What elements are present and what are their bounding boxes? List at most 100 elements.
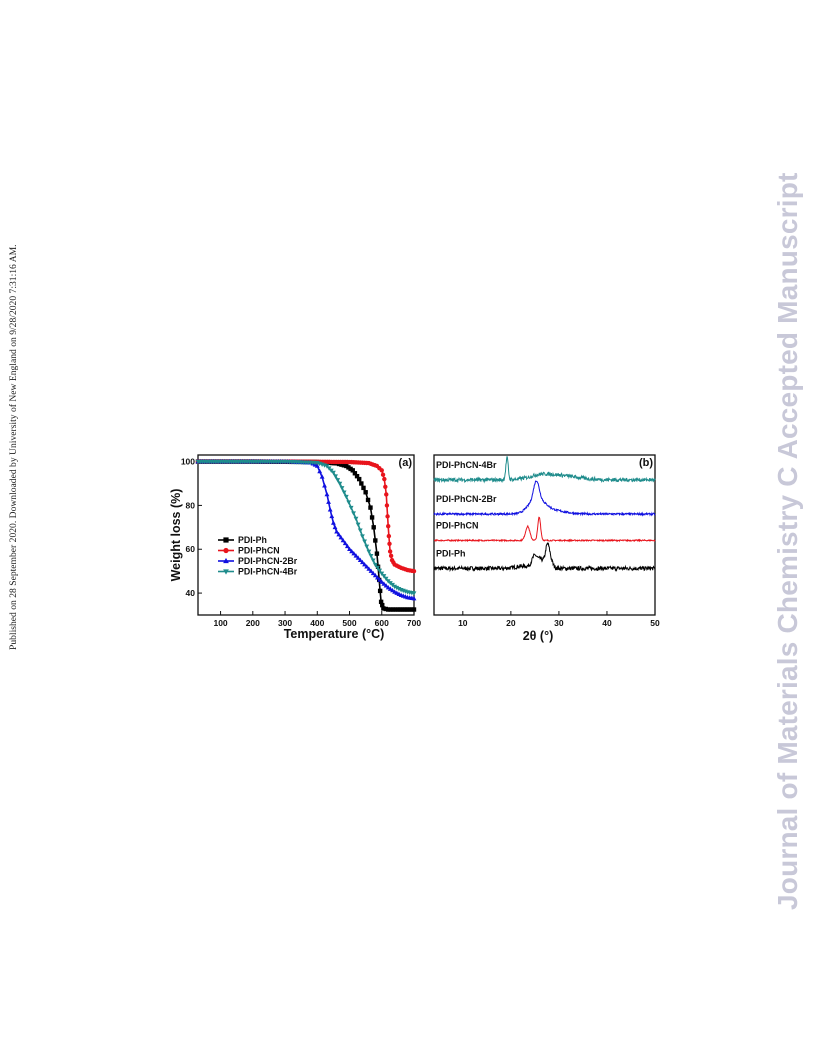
data-point — [377, 588, 383, 594]
data-point — [334, 529, 340, 534]
data-point — [370, 570, 376, 576]
data-point — [400, 607, 405, 612]
panel-a-xlabel: Temperature (°C) — [284, 627, 385, 641]
data-point — [362, 561, 367, 567]
x-tick-label: 30 — [554, 618, 564, 628]
data-point — [339, 486, 345, 491]
x-tick-label: 40 — [602, 618, 612, 628]
data-point — [366, 566, 372, 571]
data-point — [383, 583, 389, 588]
data-point — [372, 572, 378, 578]
data-point — [351, 550, 357, 556]
series-PDI-PhCN — [195, 459, 417, 574]
x-tick-label: 100 — [213, 618, 227, 628]
data-point — [368, 505, 373, 510]
data-point — [364, 544, 370, 549]
data-point — [411, 568, 417, 574]
data-point — [368, 554, 374, 559]
data-point — [411, 591, 417, 596]
data-point — [381, 606, 386, 611]
legend-marker — [223, 569, 229, 575]
data-point — [404, 607, 410, 612]
series-line — [198, 460, 414, 611]
panel-a-ylabel: Weight loss (%) — [169, 489, 183, 582]
data-point — [383, 606, 388, 612]
data-point — [386, 607, 391, 612]
data-point — [324, 491, 330, 497]
series-label: PDI-PhCN-2Br — [436, 494, 497, 504]
data-point — [397, 607, 403, 612]
data-point — [333, 474, 338, 479]
data-point — [357, 557, 363, 562]
data-point — [402, 607, 407, 612]
data-point — [359, 534, 365, 539]
data-point — [355, 555, 361, 560]
data-point — [395, 607, 401, 612]
x-tick-label: 300 — [278, 618, 292, 628]
data-point — [344, 543, 350, 549]
data-point — [379, 579, 385, 584]
data-point — [381, 581, 387, 586]
legend-label: PDI-PhCN — [238, 546, 280, 556]
data-point — [390, 607, 396, 612]
x-tick-label: 50 — [650, 618, 660, 628]
legend-marker — [223, 537, 229, 543]
legend-label: PDI-PhCN-2Br — [238, 556, 298, 566]
panel-b-xlabel: 2θ (°) — [523, 629, 554, 643]
data-point — [314, 463, 320, 468]
xrd-pattern — [433, 542, 656, 573]
series-PDI-Ph: PDI-Ph — [433, 542, 656, 573]
series-PDI-PhCN-4Br: PDI-PhCN-4Br — [433, 456, 656, 484]
data-point — [388, 607, 393, 612]
data-point — [348, 505, 354, 511]
data-point — [379, 571, 385, 576]
data-point — [383, 576, 389, 582]
data-point — [386, 524, 391, 529]
data-point — [335, 478, 341, 483]
data-point — [374, 551, 380, 556]
data-point — [375, 565, 380, 571]
panel-a-series — [195, 458, 417, 612]
data-point — [349, 548, 355, 554]
data-point — [383, 484, 388, 489]
y-tick-label: 60 — [186, 544, 196, 554]
data-point — [341, 463, 347, 468]
data-point — [377, 577, 383, 582]
data-point — [317, 468, 323, 474]
panel-b-xrd-chart: (b) 2θ (°) 10 20 30 40 50 PDI-PhPDI-PhCNPDI-… — [433, 454, 660, 643]
data-point — [372, 562, 378, 568]
panel-b-frame — [433, 454, 656, 616]
data-point — [342, 540, 348, 546]
data-point — [343, 494, 349, 500]
data-point — [327, 507, 333, 512]
series-label: PDI-Ph — [436, 548, 466, 558]
data-point — [359, 481, 364, 486]
data-point — [353, 553, 359, 558]
data-point — [337, 481, 343, 487]
data-point — [363, 490, 368, 495]
data-point — [366, 549, 372, 555]
legend-label: PDI-Ph — [238, 535, 267, 545]
data-point — [393, 607, 398, 612]
xrd-pattern — [433, 480, 656, 517]
data-point — [378, 599, 384, 605]
data-point — [382, 476, 387, 482]
data-point — [409, 607, 414, 612]
series-PDI-PhCN-4Br — [195, 459, 417, 596]
data-point — [377, 568, 383, 574]
x-tick-label: 400 — [310, 618, 324, 628]
data-point — [387, 541, 392, 546]
data-point — [379, 468, 384, 473]
series-line — [198, 460, 415, 572]
legend-marker — [223, 557, 229, 564]
data-point — [338, 534, 344, 540]
data-point — [384, 503, 390, 508]
y-tick-label: 80 — [186, 500, 196, 510]
panel-a-ticks: 100 200 300 400 500 600 700 40 60 80 100 — [181, 457, 422, 628]
data-point — [351, 511, 356, 516]
data-point — [364, 564, 370, 569]
panel-b-series: PDI-Ph PDI-PhCN PDI-PhCN-2Br PDI-PhCN-4Br — [433, 456, 656, 573]
data-point — [373, 538, 378, 543]
